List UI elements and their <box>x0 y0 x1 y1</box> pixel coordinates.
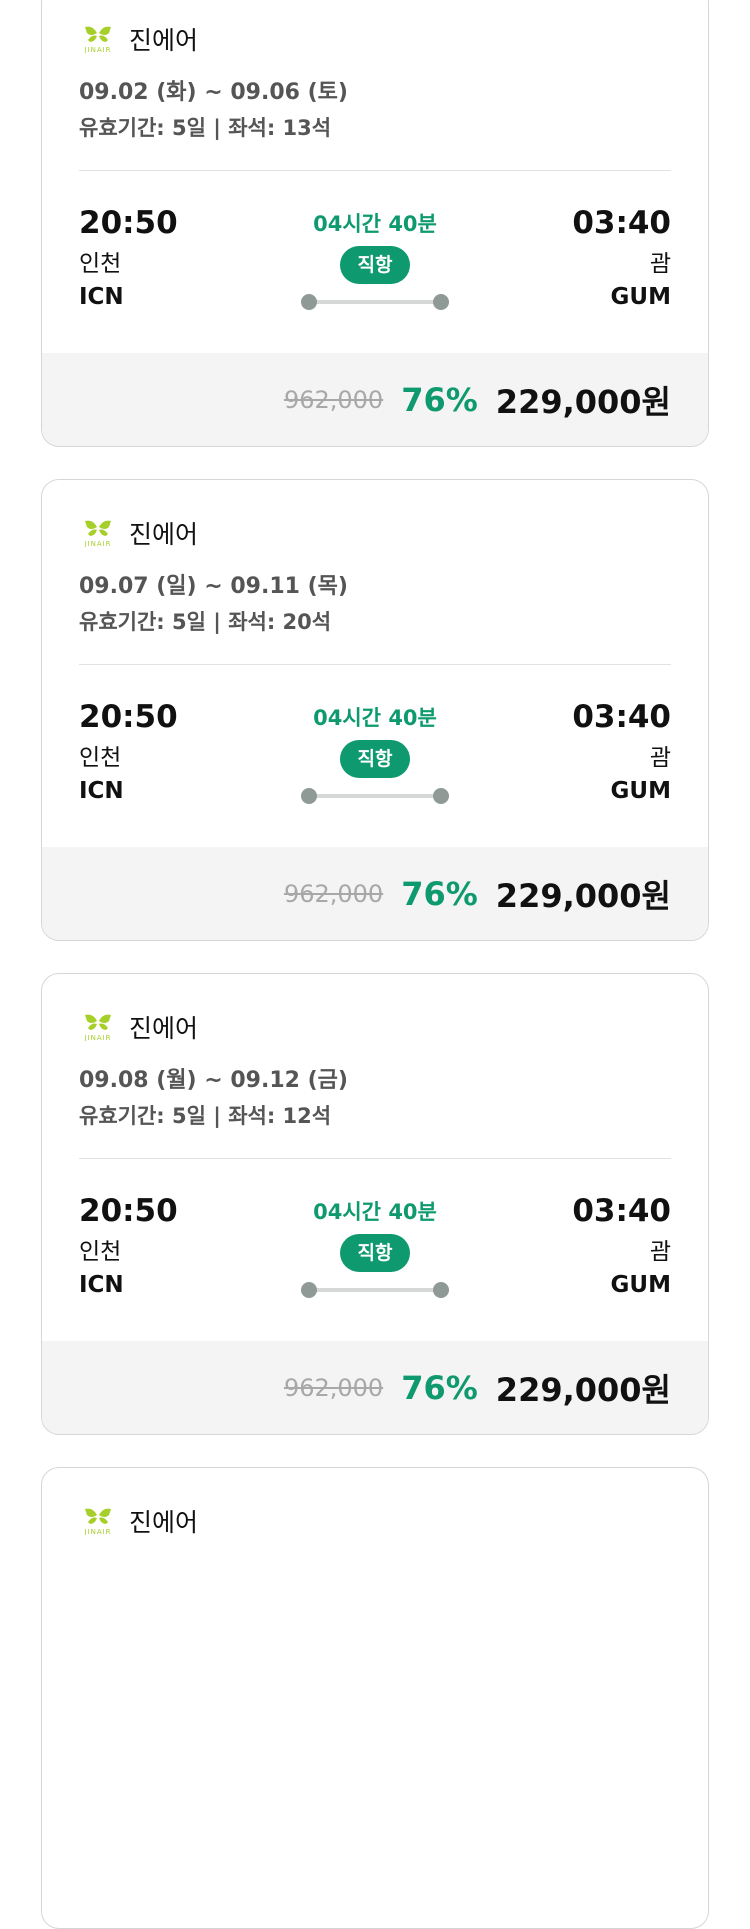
airline-row: JINAIR 진에어 <box>79 518 199 549</box>
arrival-code: GUM <box>610 778 671 804</box>
svg-text:JINAIR: JINAIR <box>83 46 111 53</box>
direct-badge: 직항 <box>339 1234 411 1272</box>
departure-time: 20:50 <box>79 699 178 735</box>
departure-city: 인천 <box>79 251 122 277</box>
arrival-time: 03:40 <box>572 1193 671 1229</box>
departure-city: 인천 <box>79 1239 122 1265</box>
flight-info: 04시간 40분 직항 <box>297 210 453 310</box>
travel-dates: 09.07 (일) ~ 09.11 (목) <box>79 574 348 599</box>
airline-name: 진에어 <box>129 1508 199 1537</box>
flight-duration: 04시간 40분 <box>313 706 437 730</box>
airline-name: 진에어 <box>129 26 199 55</box>
airline-name: 진에어 <box>129 1014 199 1043</box>
arrival-city: 괌 <box>649 251 671 277</box>
flight-card[interactable]: JINAIR 진에어 09.08 (월) ~ 09.12 (금) 유효기간: 5… <box>41 973 709 1435</box>
jinair-logo-icon: JINAIR <box>83 520 111 547</box>
jinair-logo-icon: JINAIR <box>83 26 111 53</box>
discount-rate: 76% <box>401 1368 478 1407</box>
travel-dates: 09.02 (화) ~ 09.06 (토) <box>79 80 348 105</box>
arrival-city: 괌 <box>649 745 671 771</box>
route-line <box>301 1282 449 1298</box>
sale-price: 229,000원 <box>495 876 671 915</box>
discount-rate: 76% <box>401 874 478 913</box>
sale-price: 229,000원 <box>495 382 671 421</box>
route-line <box>301 788 449 804</box>
arrival: 03:40 괌 GUM <box>572 1192 671 1300</box>
departure-time: 20:50 <box>79 205 178 241</box>
jinair-logo-icon: JINAIR <box>83 1014 111 1041</box>
origin-dot-icon <box>301 788 317 804</box>
price-footer: 962,000 76% 229,000원 <box>42 1341 708 1434</box>
arrival-code: GUM <box>610 1272 671 1298</box>
departure-code: ICN <box>79 1272 124 1298</box>
departure-city: 인천 <box>79 745 122 771</box>
departure: 20:50 인천 ICN <box>79 698 178 806</box>
departure-time: 20:50 <box>79 1193 178 1229</box>
sale-price: 229,000원 <box>495 1370 671 1409</box>
direct-badge: 직항 <box>339 740 411 778</box>
flight-duration: 04시간 40분 <box>313 1200 437 1224</box>
price-footer: 962,000 76% 229,000원 <box>42 847 708 940</box>
flight-info: 04시간 40분 직항 <box>297 1198 453 1298</box>
svg-text:JINAIR: JINAIR <box>83 540 111 547</box>
validity-seats: 유효기간: 5일 | 좌석: 13석 <box>79 116 332 140</box>
original-price: 962,000 <box>283 1373 384 1402</box>
flight-card[interactable]: JINAIR 진에어 09.02 (화) ~ 09.06 (토) 유효기간: 5… <box>41 0 709 447</box>
departure-code: ICN <box>79 284 124 310</box>
divider <box>79 170 671 171</box>
jinair-logo-icon: JINAIR <box>83 1508 111 1535</box>
arrival: 03:40 괌 GUM <box>572 204 671 312</box>
airline-row: JINAIR 진에어 <box>79 24 199 55</box>
arrival-city: 괌 <box>649 1239 671 1265</box>
svg-text:JINAIR: JINAIR <box>83 1034 111 1041</box>
arrival-time: 03:40 <box>572 699 671 735</box>
flight-card[interactable]: JINAIR 진에어 <box>41 1467 709 1929</box>
original-price: 962,000 <box>283 385 384 414</box>
divider <box>79 1158 671 1159</box>
departure: 20:50 인천 ICN <box>79 204 178 312</box>
discount-rate: 76% <box>401 380 478 419</box>
svg-text:JINAIR: JINAIR <box>83 1528 111 1535</box>
route-line <box>301 294 449 310</box>
flight-card[interactable]: JINAIR 진에어 09.07 (일) ~ 09.11 (목) 유효기간: 5… <box>41 479 709 941</box>
departure-code: ICN <box>79 778 124 804</box>
origin-dot-icon <box>301 294 317 310</box>
arrival-code: GUM <box>610 284 671 310</box>
destination-dot-icon <box>433 1282 449 1298</box>
price-footer: 962,000 76% 229,000원 <box>42 353 708 446</box>
departure: 20:50 인천 ICN <box>79 1192 178 1300</box>
validity-seats: 유효기간: 5일 | 좌석: 20석 <box>79 610 332 634</box>
validity-seats: 유효기간: 5일 | 좌석: 12석 <box>79 1104 332 1128</box>
flight-duration: 04시간 40분 <box>313 212 437 236</box>
arrival: 03:40 괌 GUM <box>572 698 671 806</box>
arrival-time: 03:40 <box>572 205 671 241</box>
airline-name: 진에어 <box>129 520 199 549</box>
original-price: 962,000 <box>283 879 384 908</box>
airline-row: JINAIR 진에어 <box>79 1506 199 1537</box>
direct-badge: 직항 <box>339 246 411 284</box>
origin-dot-icon <box>301 1282 317 1298</box>
flight-info: 04시간 40분 직항 <box>297 704 453 804</box>
destination-dot-icon <box>433 294 449 310</box>
divider <box>79 664 671 665</box>
destination-dot-icon <box>433 788 449 804</box>
airline-row: JINAIR 진에어 <box>79 1012 199 1043</box>
travel-dates: 09.08 (월) ~ 09.12 (금) <box>79 1068 348 1093</box>
